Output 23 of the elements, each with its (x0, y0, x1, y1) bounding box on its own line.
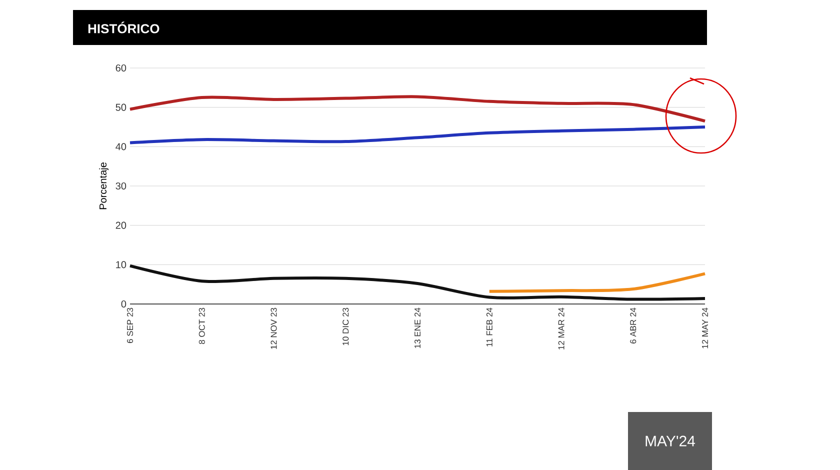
line-series (128, 125, 707, 144)
x-tick-label: 12 MAY 24 (702, 308, 708, 348)
line-series (128, 264, 707, 301)
line-series (128, 95, 707, 123)
y-axis-title: Porcentaje (99, 162, 108, 210)
line-series (488, 272, 707, 293)
y-tick-label: 10 (116, 261, 126, 268)
y-tick-label: 30 (116, 182, 126, 190)
x-tick-label: 6 SEP 23 (127, 308, 134, 343)
y-tick-label: 50 (116, 104, 126, 111)
x-tick-label: 6 ABR 24 (630, 308, 636, 344)
chart-title: HISTÓRICO (88, 22, 160, 34)
x-tick-label: 11 FEB 24 (486, 308, 492, 346)
y-tick-label: 40 (116, 143, 126, 150)
y-tick-label: 60 (116, 64, 126, 72)
y-tick-label: 20 (116, 222, 126, 229)
text: MAY'24 (646, 436, 696, 446)
y-tick-label: 0 (121, 300, 126, 308)
x-tick-label: 12 NOV 23 (270, 308, 277, 349)
x-tick-label: 13 ENE 24 (414, 308, 421, 348)
x-tick-label: 8 OCT 23 (198, 308, 205, 344)
x-tick-label: 12 MAR 24 (558, 308, 564, 350)
x-tick-label: 10 DIC 23 (342, 308, 349, 346)
